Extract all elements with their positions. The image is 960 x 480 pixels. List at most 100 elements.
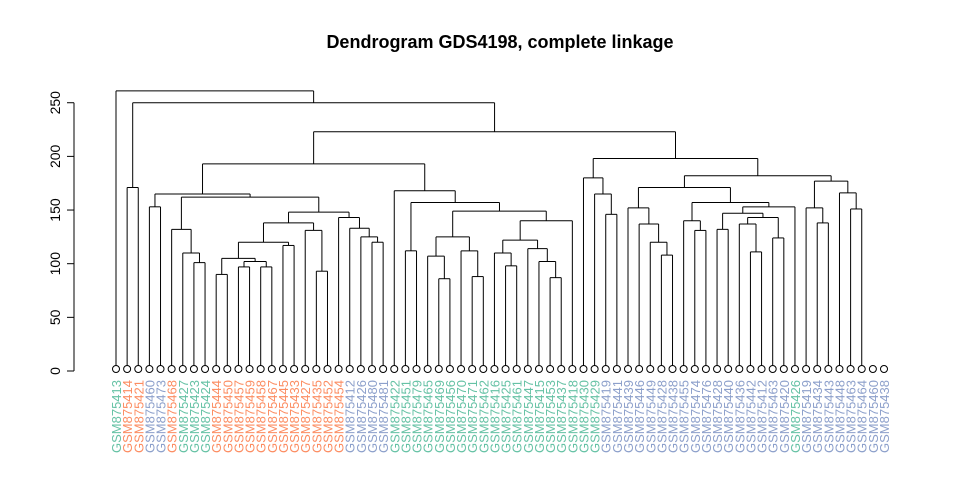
leaf-label: GSM875435 <box>309 380 324 453</box>
leaf-label: GSM875427 <box>176 380 191 453</box>
leaf-marker <box>278 365 287 373</box>
leaf-marker <box>857 365 866 373</box>
leaf-marker <box>534 365 543 373</box>
leaf-label: GSM875459 <box>243 380 258 453</box>
leaf-label: GSM875453 <box>543 380 558 453</box>
leaf-label: GSM875452 <box>320 380 335 453</box>
leaf-marker <box>156 365 165 373</box>
leaf-label: GSM875428 <box>710 380 725 453</box>
leaf-marker <box>178 365 187 373</box>
leaf-label: GSM875448 <box>832 380 847 453</box>
leaf-marker <box>846 365 855 373</box>
leaf-label: GSM875427 <box>298 380 313 453</box>
leaf-label: GSM875461 <box>510 380 525 453</box>
leaf-marker <box>379 365 388 373</box>
leaf-marker <box>757 365 766 373</box>
leaf-label: GSM875430 <box>576 380 591 453</box>
leaf-marker <box>624 365 632 373</box>
leaf-label: GSM875473 <box>154 380 169 453</box>
leaf-label: GSM875464 <box>855 380 870 453</box>
leaf-label: GSM875469 <box>432 380 447 453</box>
leaf-label: GSM875455 <box>677 380 692 453</box>
leaf-marker <box>635 365 644 373</box>
leaf-marker <box>746 365 755 373</box>
leaf-marker <box>735 365 744 373</box>
leaf-label: GSM875460 <box>866 380 881 453</box>
leaf-marker <box>468 365 477 373</box>
leaf-label: GSM875434 <box>810 380 825 453</box>
leaf-label: GSM875481 <box>376 380 391 453</box>
leaf-label: GSM875480 <box>365 380 380 453</box>
leaf-marker <box>790 365 799 373</box>
leaf-marker <box>234 365 243 373</box>
leaf-label: GSM875468 <box>165 380 180 453</box>
leaf-label: GSM875476 <box>699 380 714 453</box>
leaf-marker <box>245 365 254 373</box>
leaf-label: GSM875462 <box>476 380 491 453</box>
leaf-label: GSM875443 <box>821 380 836 453</box>
leaf-marker <box>813 365 822 373</box>
leaf-label: GSM875440 <box>721 380 736 453</box>
leaf-label: GSM875413 <box>109 380 124 453</box>
leaf-marker <box>501 365 510 373</box>
leaf-marker <box>679 365 688 373</box>
leaf-label: GSM875446 <box>632 380 647 453</box>
leaf-marker <box>290 365 299 373</box>
leaf-marker <box>345 365 354 373</box>
leaf-marker <box>401 365 410 373</box>
leaf-marker <box>579 365 588 373</box>
y-tick-label: 250 <box>47 91 63 115</box>
leaf-label: GSM875439 <box>621 380 636 453</box>
leaf-marker <box>601 365 610 373</box>
leaf-label: GSM875467 <box>265 380 280 453</box>
y-tick-label: 100 <box>47 252 63 276</box>
leaf-marker <box>412 365 421 373</box>
leaf-marker <box>479 365 488 373</box>
leaf-marker <box>868 365 877 373</box>
y-tick-label: 150 <box>47 198 63 222</box>
leaf-label: GSM875449 <box>643 380 658 453</box>
leaf-marker <box>490 365 499 373</box>
leaf-marker <box>212 365 221 373</box>
leaf-marker <box>189 365 198 373</box>
leaf-label: GSM875465 <box>421 380 436 453</box>
leaf-marker <box>768 365 777 373</box>
leaf-label: GSM875426 <box>354 380 369 453</box>
leaf-marker <box>701 365 710 373</box>
leaf-marker <box>646 365 655 373</box>
leaf-label: GSM875470 <box>454 380 469 453</box>
leaf-label: GSM875456 <box>443 380 458 453</box>
leaf-label: GSM875441 <box>610 380 625 453</box>
leaf-label: GSM875412 <box>343 380 358 453</box>
leaf-marker <box>123 365 132 373</box>
leaf-marker <box>802 365 811 373</box>
leaf-marker <box>267 365 276 373</box>
leaf-label: GSM875422 <box>387 380 402 453</box>
leaf-label: GSM875425 <box>499 380 514 453</box>
leaf-marker <box>445 365 454 373</box>
leaf-marker <box>223 365 232 373</box>
leaf-label: GSM875418 <box>565 380 580 453</box>
leaf-marker <box>690 365 699 373</box>
leaf-label: GSM875458 <box>254 380 269 453</box>
leaf-marker <box>457 365 466 373</box>
leaf-label: GSM875416 <box>487 380 502 453</box>
leaf-marker <box>145 365 154 373</box>
leaf-marker <box>134 365 143 373</box>
leaf-marker <box>835 365 844 373</box>
leaf-marker <box>334 365 343 373</box>
leaf-label: GSM875436 <box>732 380 747 453</box>
leaf-marker <box>668 365 677 373</box>
leaf-marker <box>312 365 321 373</box>
leaf-label: GSM875438 <box>877 380 892 453</box>
leaf-marker <box>167 365 176 373</box>
leaf-marker <box>512 365 521 373</box>
leaf-label: GSM875442 <box>743 380 758 453</box>
leaf-marker <box>779 365 788 373</box>
leaf-label: GSM875463 <box>844 380 859 453</box>
y-tick-label: 50 <box>47 309 63 325</box>
leaf-label: GSM875429 <box>588 380 603 453</box>
leaf-label: GSM875433 <box>287 380 302 453</box>
leaf-label: GSM875438 <box>666 380 681 453</box>
